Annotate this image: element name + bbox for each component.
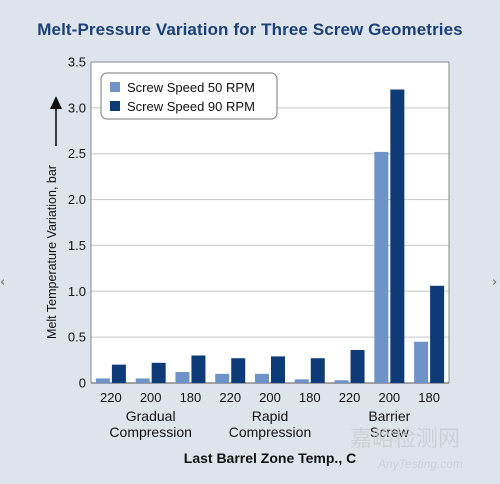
y-tick-label: 0: [79, 376, 86, 391]
x-tick-label: 220: [339, 390, 361, 405]
bar-90rpm: [231, 358, 246, 383]
legend-label: Screw Speed 50 RPM: [127, 80, 255, 95]
up-arrow-icon: [50, 96, 62, 109]
y-tick-label: 3.5: [68, 55, 86, 70]
watermark-url: AnyTesting.com: [377, 457, 463, 471]
group-label: Rapid: [252, 408, 289, 424]
y-tick-label: 2.5: [68, 146, 86, 161]
bar-50rpm: [215, 373, 230, 383]
group-label: Barrier: [368, 408, 410, 424]
bar-50rpm: [255, 373, 269, 383]
x-tick-label: 220: [100, 390, 122, 405]
y-tick-label: 2.0: [68, 192, 86, 207]
y-tick-label: 1.5: [68, 238, 86, 253]
group-label: Compression: [109, 424, 191, 440]
chart-title: Melt-Pressure Variation for Three Screw …: [37, 20, 463, 39]
bar-50rpm: [334, 380, 349, 383]
y-tick-label: 3.0: [68, 100, 86, 115]
bar-90rpm: [310, 358, 325, 383]
bar-90rpm: [111, 364, 126, 383]
bar-90rpm: [430, 285, 445, 383]
y-tick-label: 1.0: [68, 284, 86, 299]
x-tick-label: 200: [259, 390, 281, 405]
x-tick-label: 180: [418, 390, 440, 405]
group-label: Screw: [370, 424, 410, 440]
x-tick-label: 200: [140, 390, 162, 405]
legend-swatch: [110, 101, 120, 111]
bar-50rpm: [414, 341, 429, 383]
legend-swatch: [110, 82, 120, 92]
x-axis-title: Last Barrel Zone Temp., C: [184, 450, 356, 466]
x-tick-label: 180: [299, 390, 321, 405]
bar-90rpm: [390, 89, 405, 383]
y-axis-title: Melt Temperature Variation, bar: [45, 165, 59, 339]
bar-50rpm: [95, 378, 110, 383]
watermark-chinese: 嘉峪检测网: [350, 427, 460, 452]
legend-box: [100, 72, 278, 120]
bar-90rpm: [191, 355, 206, 383]
legend-label: Screw Speed 90 RPM: [127, 99, 255, 114]
right-edge-chevron-icon: ›: [492, 275, 498, 290]
bar-50rpm: [175, 371, 190, 383]
group-label: Gradual: [126, 408, 176, 424]
bar-90rpm: [151, 362, 166, 383]
x-tick-label: 220: [219, 390, 241, 405]
y-tick-label: 0.5: [68, 330, 86, 345]
bar-90rpm: [350, 349, 365, 383]
x-tick-label: 180: [180, 390, 202, 405]
bar-50rpm: [374, 151, 389, 383]
group-label: Compression: [229, 424, 311, 440]
bar-90rpm: [271, 356, 285, 383]
bar-50rpm: [294, 379, 309, 383]
left-edge-chevron-icon: ‹: [0, 275, 6, 290]
x-tick-label: 200: [378, 390, 400, 405]
bar-50rpm: [135, 378, 150, 383]
